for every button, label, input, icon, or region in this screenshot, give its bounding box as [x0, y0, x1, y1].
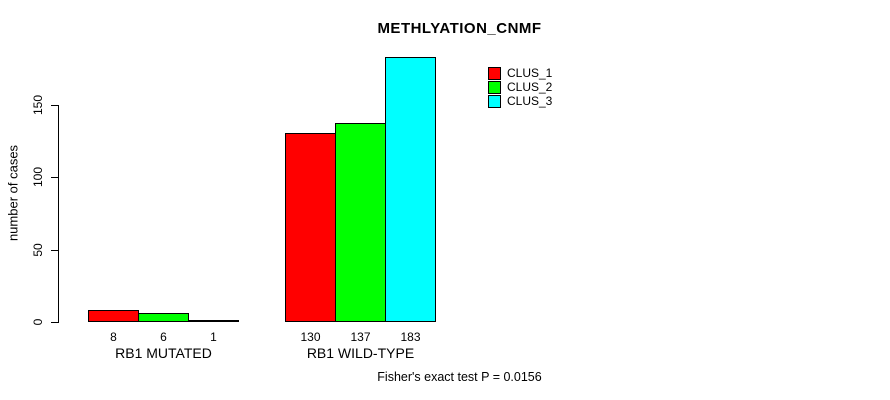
- y-tick-label: 100: [31, 166, 45, 188]
- bar-clus_2-rb1-mutated: [138, 313, 189, 322]
- bar-clus_2-rb1-wild-type: [335, 123, 386, 322]
- legend-row: CLUS_2: [488, 80, 552, 94]
- chart-title: METHLYATION_CNMF: [377, 20, 542, 37]
- legend: CLUS_1 CLUS_2 CLUS_3: [488, 66, 552, 108]
- bar-clus_1-rb1-wild-type: [285, 133, 336, 322]
- legend-row: CLUS_1: [488, 66, 552, 80]
- bar-value-label: 6: [160, 330, 167, 344]
- bar-value-label: 137: [350, 330, 371, 344]
- y-tick: [51, 105, 59, 106]
- legend-swatch-clus_1: [488, 66, 501, 80]
- group-label-rb1-wild-type: RB1 WILD-TYPE: [306, 345, 415, 361]
- bar-clus_3-rb1-mutated: [188, 320, 239, 322]
- bar-value-label: 130: [300, 330, 321, 344]
- y-axis-line: [58, 105, 59, 323]
- bar-value-label: 8: [110, 330, 117, 344]
- y-tick: [51, 250, 59, 251]
- bar-value-label: 183: [400, 330, 421, 344]
- y-tick-label: 0: [31, 318, 45, 326]
- y-tick-label: 50: [31, 243, 45, 257]
- bar-clus_3-rb1-wild-type: [385, 57, 436, 322]
- bar-value-label: 1: [210, 330, 217, 344]
- legend-label: CLUS_3: [507, 93, 553, 108]
- bar-clus_1-rb1-mutated: [88, 310, 139, 322]
- y-tick-label: 150: [31, 94, 45, 116]
- group-label-rb1-mutated: RB1 MUTATED: [115, 345, 212, 361]
- legend-label: CLUS_1: [507, 65, 553, 80]
- legend-swatch-clus_2: [488, 80, 501, 94]
- legend-label: CLUS_2: [507, 79, 553, 94]
- y-tick: [51, 177, 59, 178]
- legend-row: CLUS_3: [488, 94, 552, 108]
- annotation-text: Fisher's exact test P = 0.0156: [377, 370, 542, 384]
- y-axis-label: number of cases: [5, 144, 21, 242]
- legend-swatch-clus_3: [488, 94, 501, 108]
- y-tick: [51, 322, 59, 323]
